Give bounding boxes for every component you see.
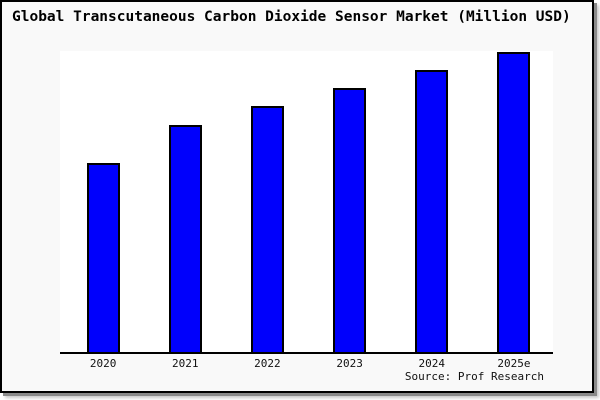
- chart-title: Global Transcutaneous Carbon Dioxide Sen…: [12, 9, 571, 25]
- x-axis-line: [60, 352, 553, 354]
- bar-2025e: [497, 52, 531, 352]
- bar-2023: [333, 88, 367, 352]
- chart-canvas: Global Transcutaneous Carbon Dioxide Sen…: [0, 0, 594, 393]
- x-tick-label-2022: 2022: [254, 357, 281, 370]
- x-tick-label-2020: 2020: [89, 357, 117, 370]
- x-tick-label-2024: 2024: [418, 357, 446, 370]
- source-note: Source: Prof Research: [404, 370, 544, 383]
- x-axis-labels: 2020 2021 2022 2023 2024 2025e: [2, 357, 600, 370]
- bar-2021: [168, 125, 202, 352]
- bar-2024: [415, 70, 449, 352]
- bar-2020: [86, 163, 120, 352]
- x-tick-label-2025e: 2025e: [497, 357, 531, 370]
- x-tick-label-2021: 2021: [172, 357, 199, 370]
- x-tick-label-2023: 2023: [336, 357, 363, 370]
- plot-area: [60, 51, 553, 352]
- bar-2022: [250, 106, 284, 352]
